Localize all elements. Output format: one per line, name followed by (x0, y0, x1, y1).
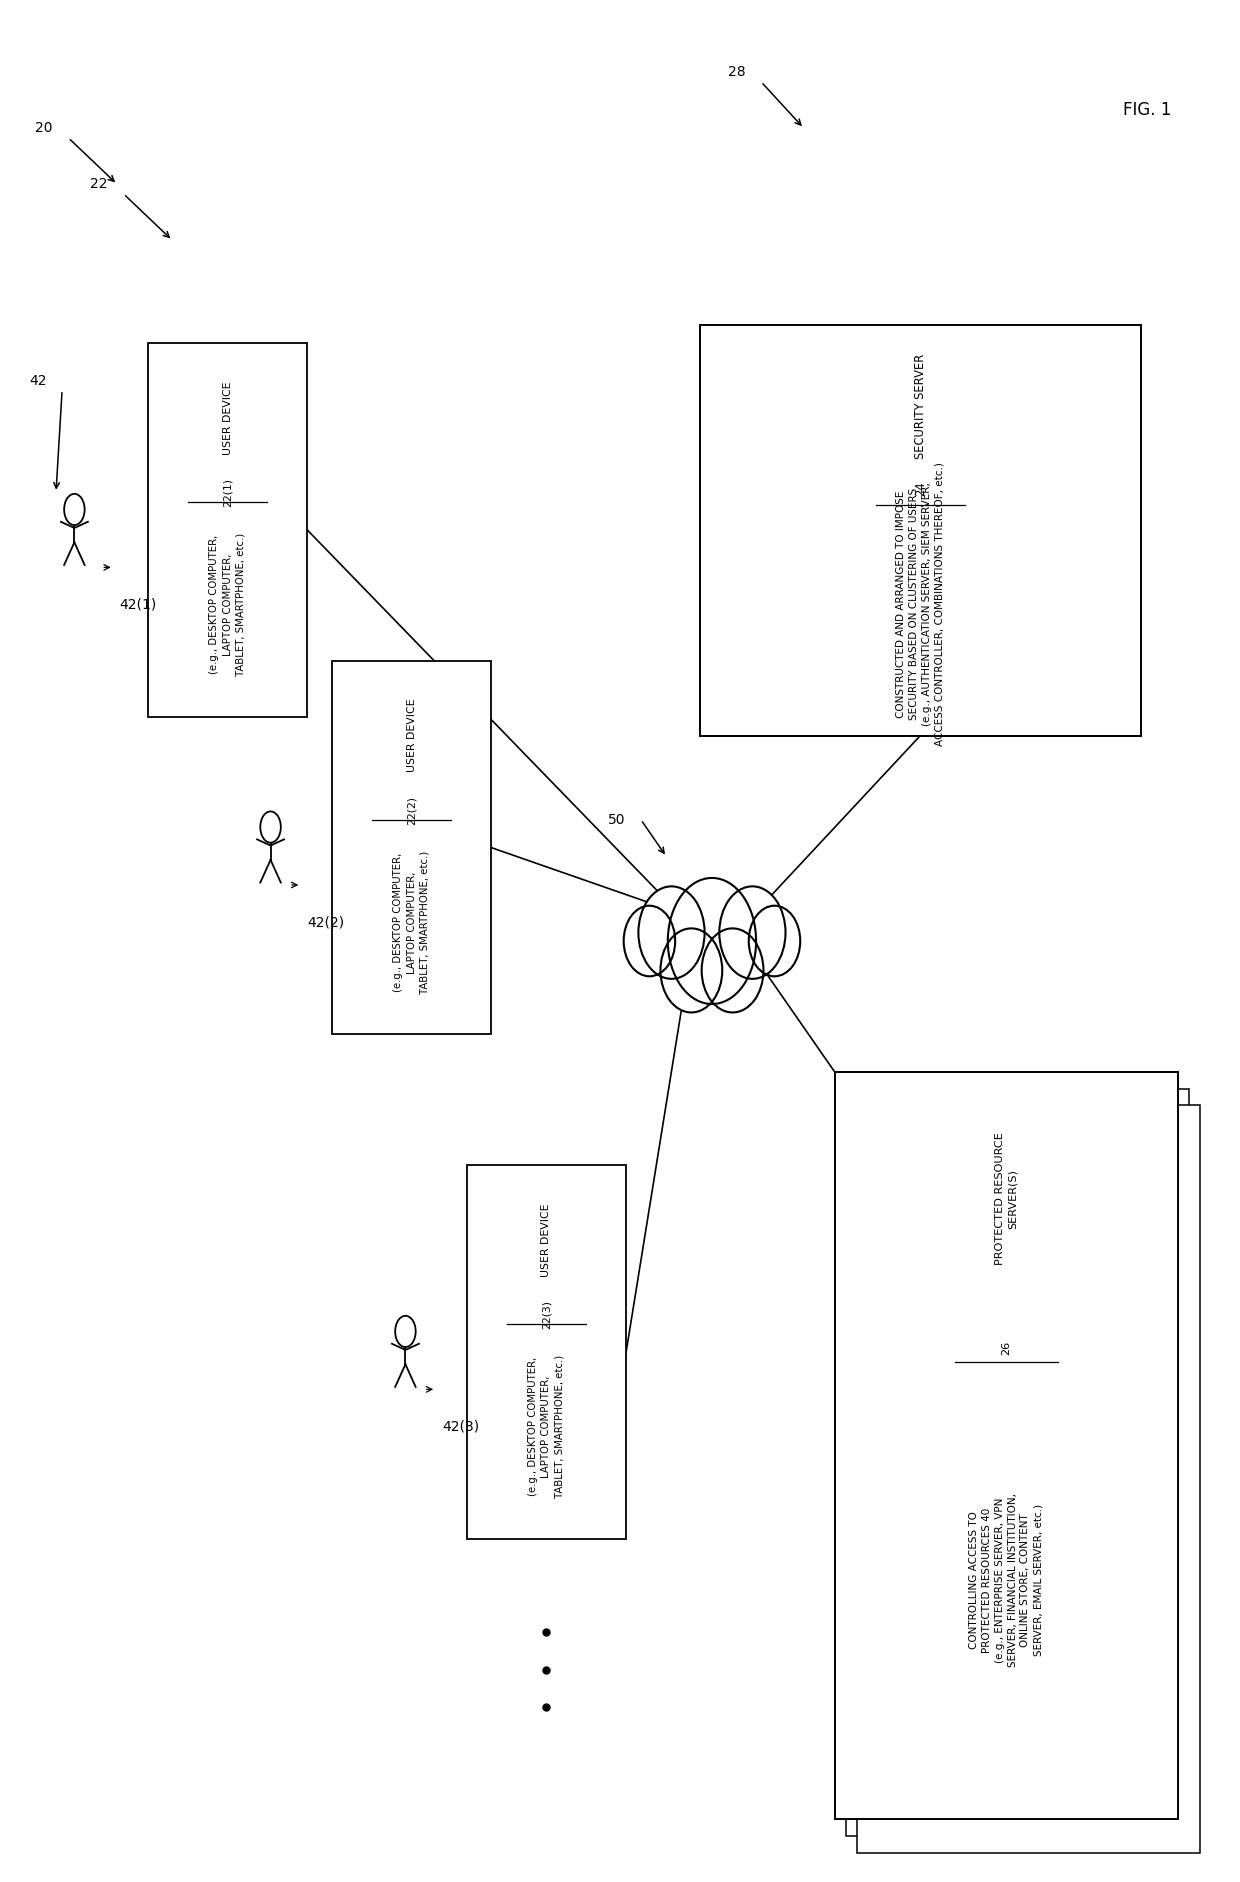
Text: 22(2): 22(2) (407, 796, 417, 824)
Text: 22(3): 22(3) (542, 1300, 552, 1329)
Text: SECURITY SERVER: SECURITY SERVER (914, 354, 926, 459)
FancyBboxPatch shape (835, 1071, 1178, 1820)
Ellipse shape (749, 905, 800, 977)
Text: 22(1): 22(1) (223, 478, 233, 506)
FancyBboxPatch shape (699, 324, 1141, 736)
Ellipse shape (702, 928, 764, 1013)
FancyBboxPatch shape (466, 1165, 626, 1539)
Text: 20: 20 (35, 120, 52, 136)
Text: 24: 24 (914, 482, 926, 497)
Text: (e.g., DESKTOP COMPUTER,
LAPTOP COMPUTER,
TABLET, SMARTPHONE, etc.): (e.g., DESKTOP COMPUTER, LAPTOP COMPUTER… (210, 533, 246, 676)
FancyBboxPatch shape (846, 1088, 1189, 1835)
Ellipse shape (668, 877, 756, 1005)
Text: CONSTRUCTED AND ARRANGED TO IMPOSE
SECURITY BASED ON CLUSTERING OF USERS
(e.g., : CONSTRUCTED AND ARRANGED TO IMPOSE SECUR… (897, 463, 945, 745)
Text: FIG. 1: FIG. 1 (1123, 102, 1172, 119)
FancyBboxPatch shape (857, 1105, 1200, 1852)
Text: CONTROLLING ACCESS TO
PROTECTED RESOURCES 40
(e.g., ENTERPRISE SERVER, VPN
SERVE: CONTROLLING ACCESS TO PROTECTED RESOURCE… (970, 1492, 1043, 1667)
Text: 26: 26 (1001, 1342, 1012, 1355)
Text: PROTECTED RESOURCE
SERVER(S): PROTECTED RESOURCE SERVER(S) (994, 1133, 1018, 1265)
Text: 22: 22 (91, 177, 108, 192)
Text: 42(1): 42(1) (120, 598, 157, 612)
Text: USER DEVICE: USER DEVICE (542, 1203, 552, 1276)
Text: 42(3): 42(3) (443, 1419, 480, 1434)
FancyBboxPatch shape (332, 661, 491, 1035)
Text: (e.g., DESKTOP COMPUTER,
LAPTOP COMPUTER,
TABLET, SMARTPHONE, etc.): (e.g., DESKTOP COMPUTER, LAPTOP COMPUTER… (528, 1355, 564, 1498)
Text: 42: 42 (29, 373, 46, 388)
Ellipse shape (719, 886, 785, 979)
Text: 50: 50 (608, 813, 625, 826)
Text: USER DEVICE: USER DEVICE (407, 698, 417, 772)
Text: (e.g., DESKTOP COMPUTER,
LAPTOP COMPUTER,
TABLET, SMARTPHONE, etc.): (e.g., DESKTOP COMPUTER, LAPTOP COMPUTER… (393, 851, 430, 994)
Text: USER DEVICE: USER DEVICE (223, 382, 233, 455)
Text: 42(2): 42(2) (308, 915, 345, 930)
Ellipse shape (661, 928, 722, 1013)
Text: 28: 28 (728, 66, 745, 79)
Ellipse shape (639, 886, 704, 979)
FancyBboxPatch shape (148, 343, 308, 717)
Ellipse shape (624, 905, 675, 977)
